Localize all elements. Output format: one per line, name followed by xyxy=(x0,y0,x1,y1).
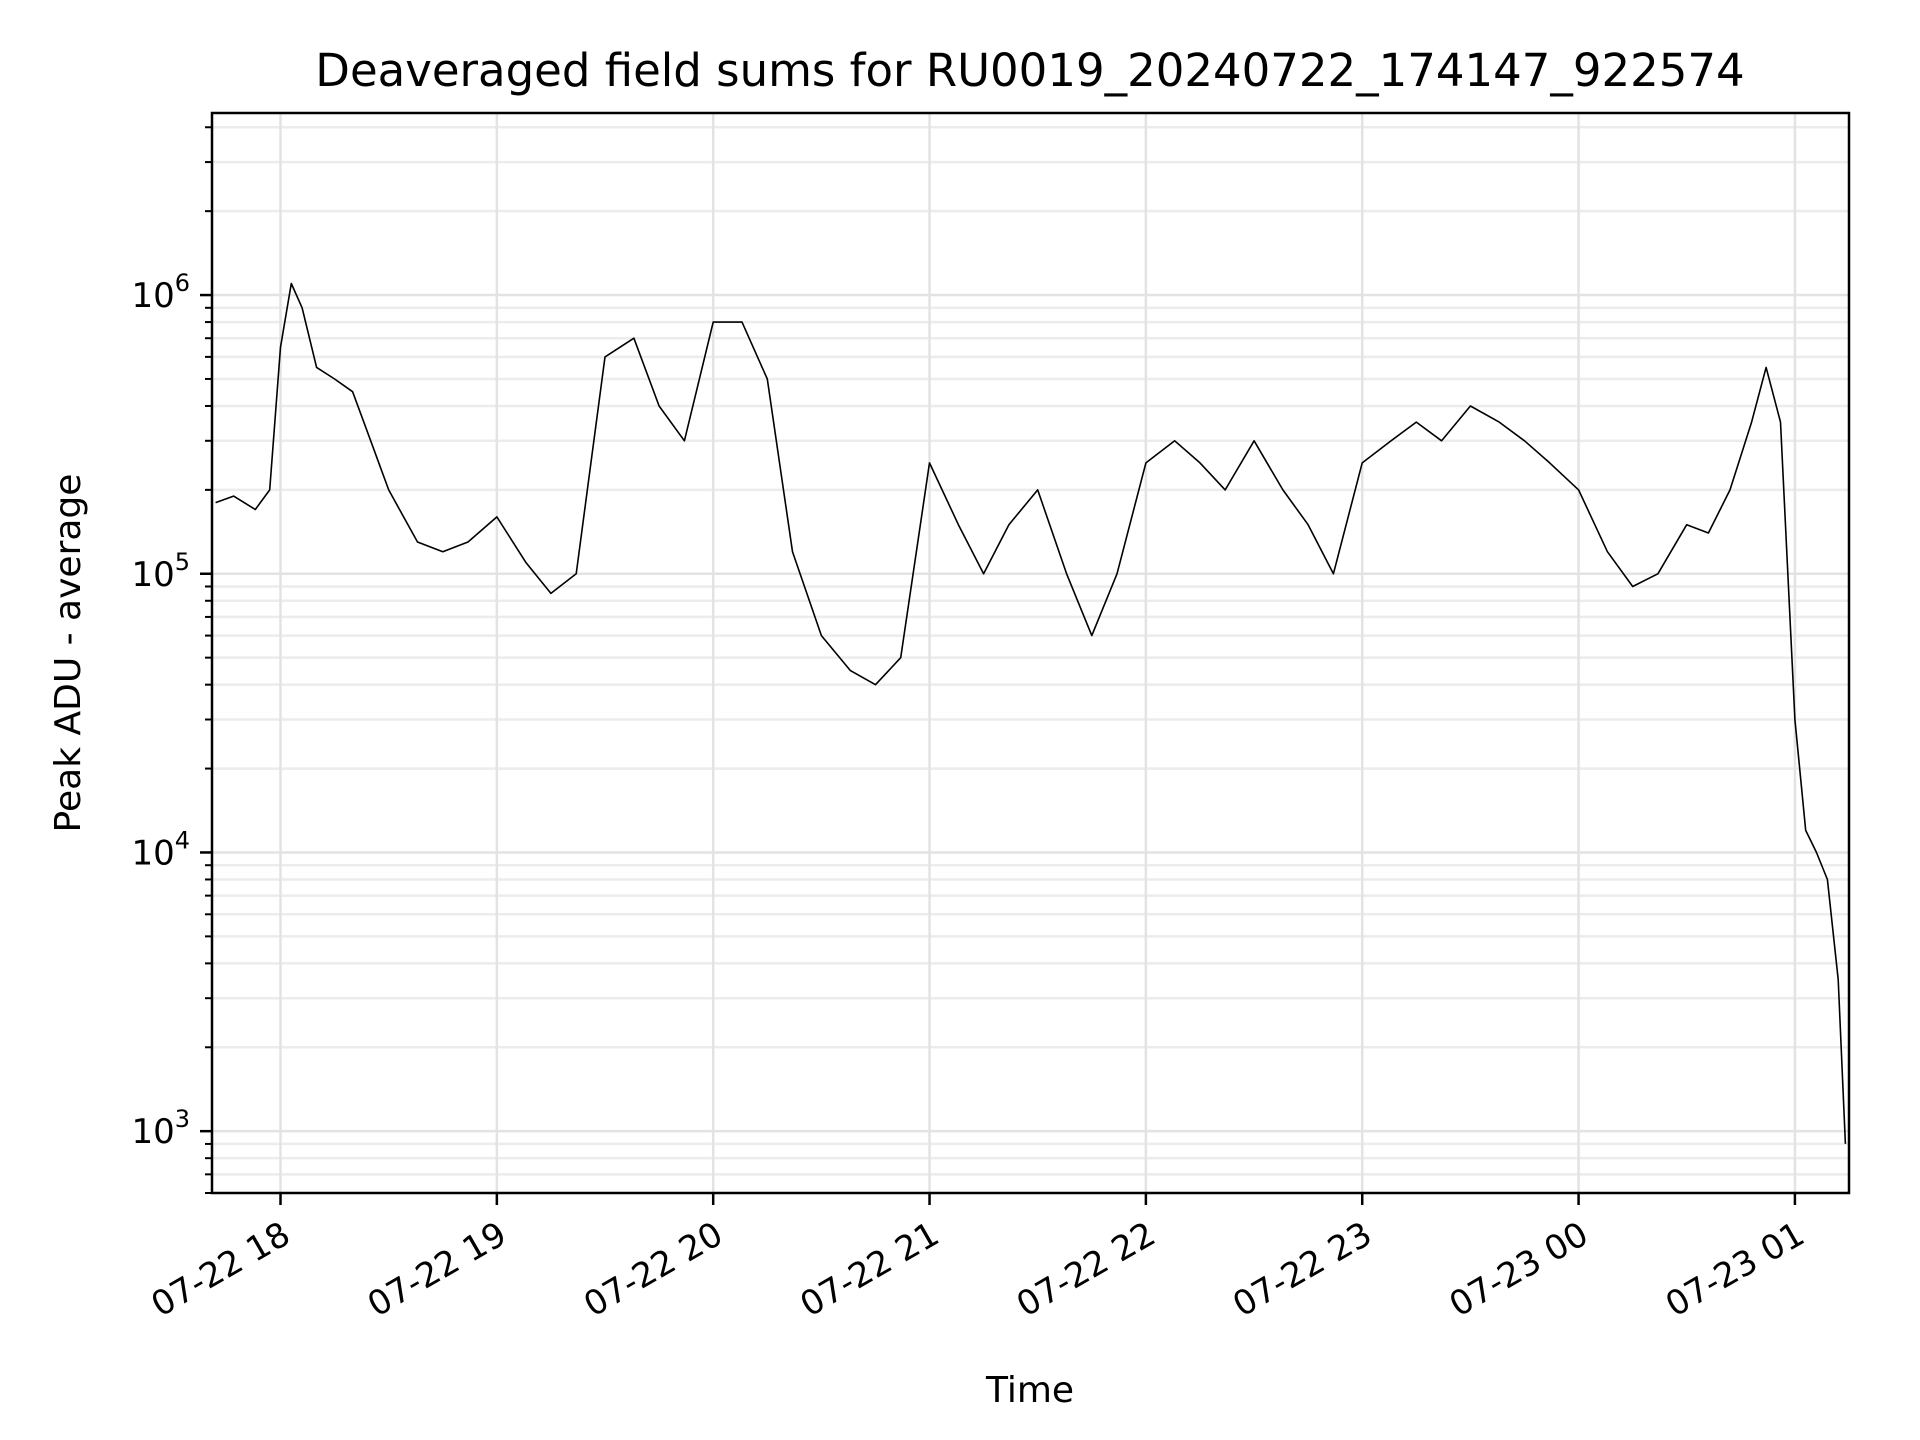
grid xyxy=(212,113,1849,1195)
series-line-group xyxy=(215,282,1847,1144)
y-axis: 103 104 105 106 xyxy=(131,126,212,1194)
y-axis-label: Peak ADU - average xyxy=(48,474,89,833)
y-tick-label: 105 xyxy=(131,548,190,595)
y-tick-label: 103 xyxy=(131,1105,190,1152)
y-tick-label: 104 xyxy=(131,826,190,873)
plot-frame xyxy=(210,111,1851,1195)
series-line xyxy=(215,282,1847,1144)
y-tick-label: 106 xyxy=(131,269,190,316)
x-axis-label: Time xyxy=(985,1370,1074,1411)
chart-title: Deaveraged field sums for RU0019_2024072… xyxy=(315,44,1744,97)
